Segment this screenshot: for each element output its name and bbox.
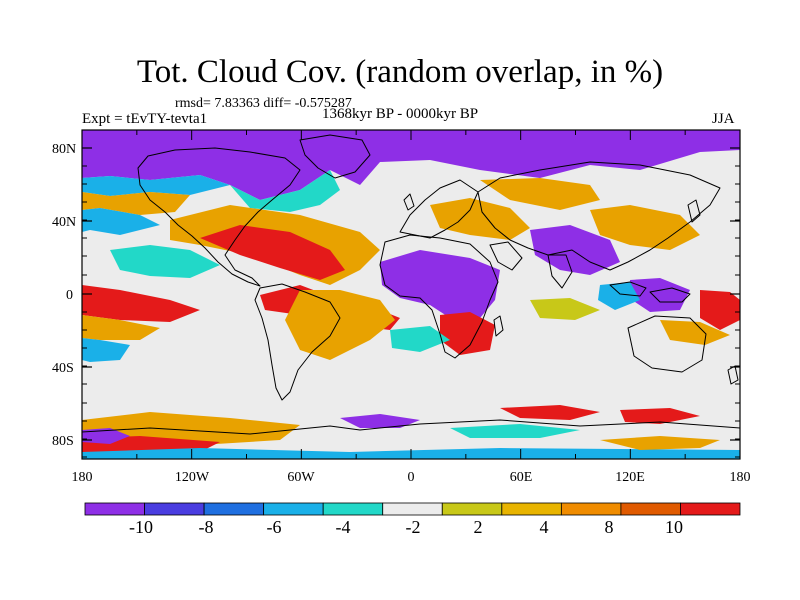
period-label: 1368kyr BP - 0000kyr BP	[322, 106, 479, 122]
anomaly-region	[82, 175, 230, 196]
lon-label-180w: 180	[71, 470, 93, 485]
colorbar-label-8: 8	[604, 517, 614, 537]
coastline	[609, 281, 647, 297]
lon-label-60w: 60W	[287, 470, 315, 485]
anomaly-region	[480, 178, 600, 210]
lon-label-180e: 180	[729, 470, 751, 485]
coastline	[649, 287, 691, 303]
anomaly-region	[450, 424, 580, 438]
lat-label-40s: 40S	[52, 361, 74, 376]
colorbar-label-9: 10	[665, 517, 683, 537]
anomaly-region	[700, 290, 740, 330]
anomaly-region	[82, 338, 130, 362]
colorbar-swatch	[620, 502, 681, 516]
anomaly-region	[82, 130, 740, 200]
anomaly-region	[630, 278, 690, 312]
season-label: JJA	[712, 111, 735, 127]
lat-label-0: 0	[66, 288, 73, 303]
anomaly-region	[110, 245, 220, 278]
colorbar-label-4: -4	[335, 517, 351, 537]
anomaly-region	[620, 408, 700, 424]
anomaly-region	[82, 428, 130, 444]
lon-label-120e: 120E	[615, 470, 645, 485]
coastline	[477, 161, 721, 271]
anomaly-region	[82, 208, 160, 235]
colorbar-label-3: -6	[266, 517, 282, 537]
anomaly-region	[230, 170, 340, 212]
anomaly-region	[82, 315, 160, 340]
anomaly-region	[590, 205, 700, 250]
lon-label-60e: 60E	[509, 470, 533, 485]
experiment-label: Expt = tEvTY-tevta1	[82, 111, 208, 127]
axis-ticks	[81, 129, 741, 459]
colorbar-swatch	[680, 502, 741, 516]
coastline	[299, 134, 371, 179]
coastline	[254, 283, 341, 401]
anomaly-region	[500, 405, 600, 420]
colorbar-label-5: -2	[405, 517, 421, 537]
cloud-cover-field	[82, 130, 740, 459]
colorbar-swatch	[203, 502, 265, 516]
anomaly-region	[530, 298, 600, 320]
map-title: Tot. Cloud Cov. (random overlap, in %)	[136, 54, 664, 90]
coastline	[687, 199, 701, 223]
coastline	[627, 315, 707, 373]
colorbar-label-1: -10	[129, 517, 153, 537]
colorbar-swatch	[84, 502, 145, 516]
colorbar-label-6: 2	[473, 517, 483, 537]
colorbar-label-7: 4	[539, 517, 549, 537]
coastline	[82, 419, 740, 435]
colorbar	[84, 502, 741, 516]
coastline	[379, 234, 499, 359]
anomaly-region	[660, 320, 730, 345]
coastline	[493, 315, 504, 337]
anomaly-region	[82, 285, 200, 322]
coastline	[403, 193, 415, 211]
anomaly-region	[390, 326, 450, 352]
colorbar-swatch	[263, 502, 324, 516]
anomaly-region	[82, 192, 190, 215]
coastline	[489, 241, 523, 271]
coastlines	[82, 134, 740, 435]
lat-label-40n: 40N	[52, 215, 77, 230]
lon-label-120w: 120W	[174, 470, 210, 485]
anomaly-region	[598, 282, 640, 310]
lon-label-0: 0	[407, 470, 415, 485]
colorbar-swatch	[322, 502, 384, 516]
colorbar-swatch	[382, 502, 443, 516]
colorbar-swatch	[441, 502, 503, 516]
anomaly-region	[380, 250, 500, 318]
anomaly-region	[340, 414, 420, 428]
anomaly-region	[530, 225, 620, 275]
colorbar-swatch	[501, 502, 562, 516]
colorbar-swatch	[560, 502, 622, 516]
colorbar-swatch	[144, 502, 205, 516]
anomaly-region	[600, 436, 720, 450]
rmsd-diff-stats: rmsd= 7.83363 diff= -0.575287	[175, 96, 352, 111]
coastline	[137, 147, 301, 287]
lat-label-80n: 80N	[52, 142, 77, 157]
anomaly-region	[430, 198, 530, 240]
lat-label-80s: 80S	[52, 434, 74, 449]
anomaly-region	[285, 290, 395, 360]
coastline	[547, 254, 573, 289]
colorbar-label-2: -8	[198, 517, 214, 537]
